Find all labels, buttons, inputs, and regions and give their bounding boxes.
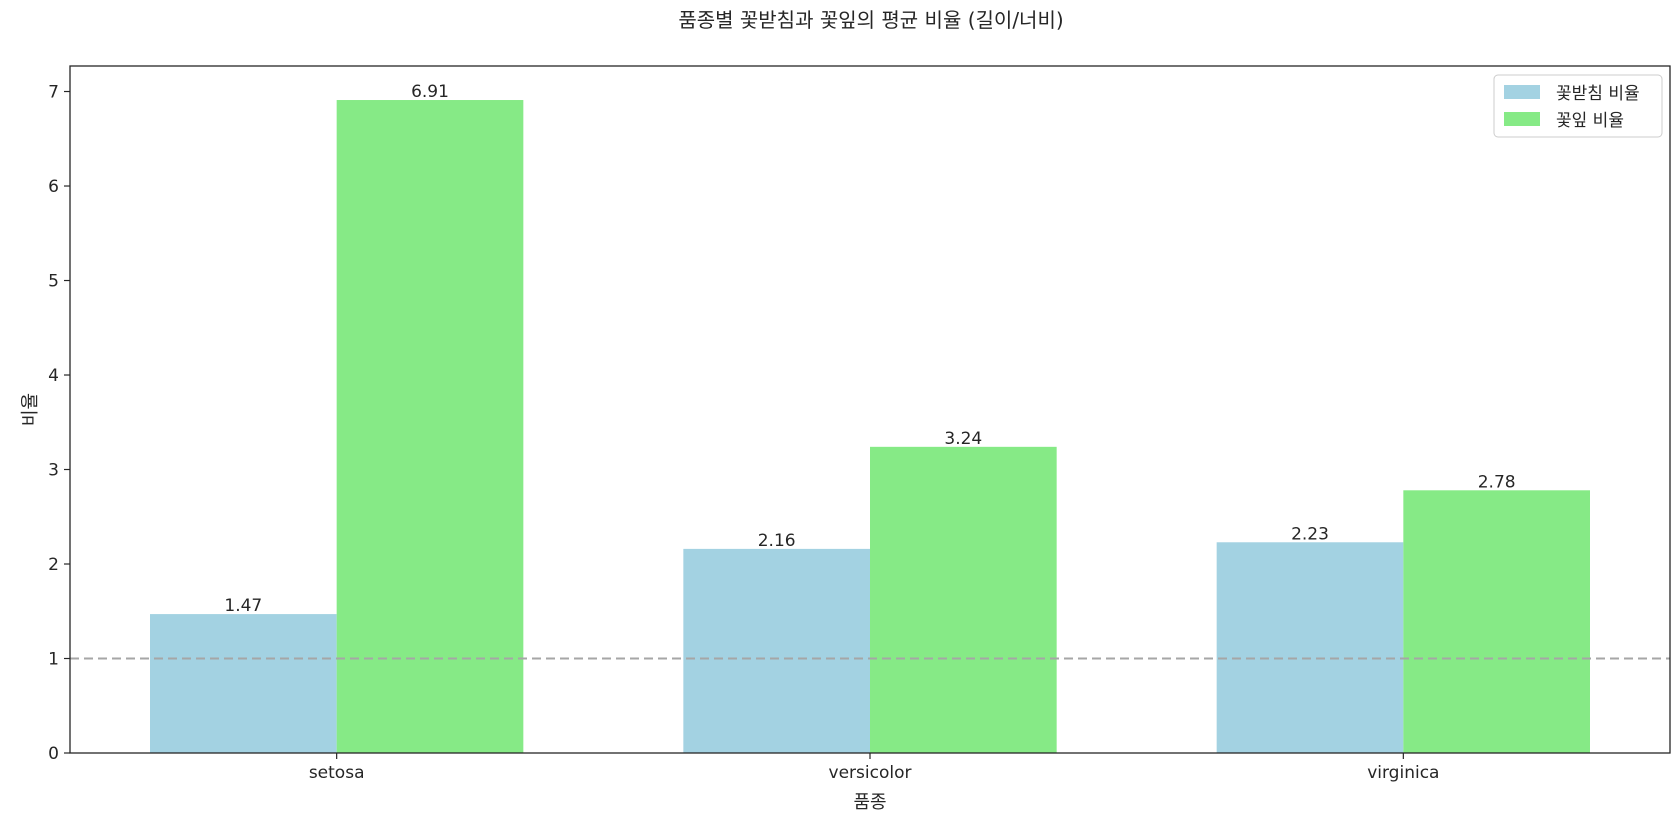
- data-label-꽃받침 비율-virginica: 2.23: [1291, 524, 1329, 544]
- y-tick-label-6: 6: [48, 177, 59, 197]
- y-tick-label-2: 2: [48, 555, 59, 575]
- legend-swatch-꽃잎 비율: [1504, 112, 1540, 126]
- data-label-꽃잎 비율-versicolor: 3.24: [944, 429, 982, 449]
- y-axis: 0 1 2 3 4 5 6 7: [48, 83, 70, 764]
- y-tick-label-7: 7: [48, 83, 59, 103]
- bars-group: [150, 100, 1590, 753]
- data-label-꽃잎 비율-virginica: 2.78: [1478, 472, 1516, 492]
- legend-label-꽃잎 비율: 꽃잎 비율: [1556, 111, 1624, 131]
- bar-꽃받침 비율-virginica: [1216, 542, 1404, 753]
- chart-title: 품종별 꽃받침과 꽃잎의 평균 비율 (길이/너비): [678, 8, 1063, 32]
- bar-꽃잎 비율-virginica: [1403, 490, 1590, 753]
- y-tick-label-1: 1: [48, 650, 59, 670]
- data-label-꽃잎 비율-setosa: 6.91: [411, 82, 449, 102]
- bar-꽃잎 비율-setosa: [336, 100, 524, 753]
- y-tick-label-5: 5: [48, 272, 59, 292]
- x-axis: setosa versicolor virginica: [309, 753, 1439, 783]
- y-tick-label-4: 4: [48, 366, 59, 386]
- y-axis-label: 비율: [20, 393, 41, 426]
- data-label-꽃받침 비율-setosa: 1.47: [224, 596, 262, 616]
- x-tick-label-virginica: virginica: [1367, 763, 1439, 783]
- x-tick-label-versicolor: versicolor: [829, 763, 912, 783]
- data-label-꽃받침 비율-versicolor: 2.16: [758, 531, 796, 551]
- x-tick-label-setosa: setosa: [309, 763, 365, 783]
- bar-꽃잎 비율-versicolor: [870, 446, 1057, 753]
- y-tick-label-3: 3: [48, 461, 59, 481]
- legend-swatch-꽃받침 비율: [1504, 85, 1540, 99]
- bar-꽃받침 비율-setosa: [150, 614, 337, 753]
- plot-area: 1.47 2.16 2.23 6.91 3.24 2.78: [69, 65, 1671, 754]
- y-tick-label-0: 0: [48, 744, 59, 764]
- legend-label-꽃받침 비율: 꽃받침 비율: [1556, 84, 1640, 104]
- bar-꽃받침 비율-versicolor: [683, 548, 870, 753]
- x-axis-label: 품종: [853, 792, 886, 813]
- data-labels-group: 1.47 2.16 2.23 6.91 3.24 2.78: [224, 82, 1515, 616]
